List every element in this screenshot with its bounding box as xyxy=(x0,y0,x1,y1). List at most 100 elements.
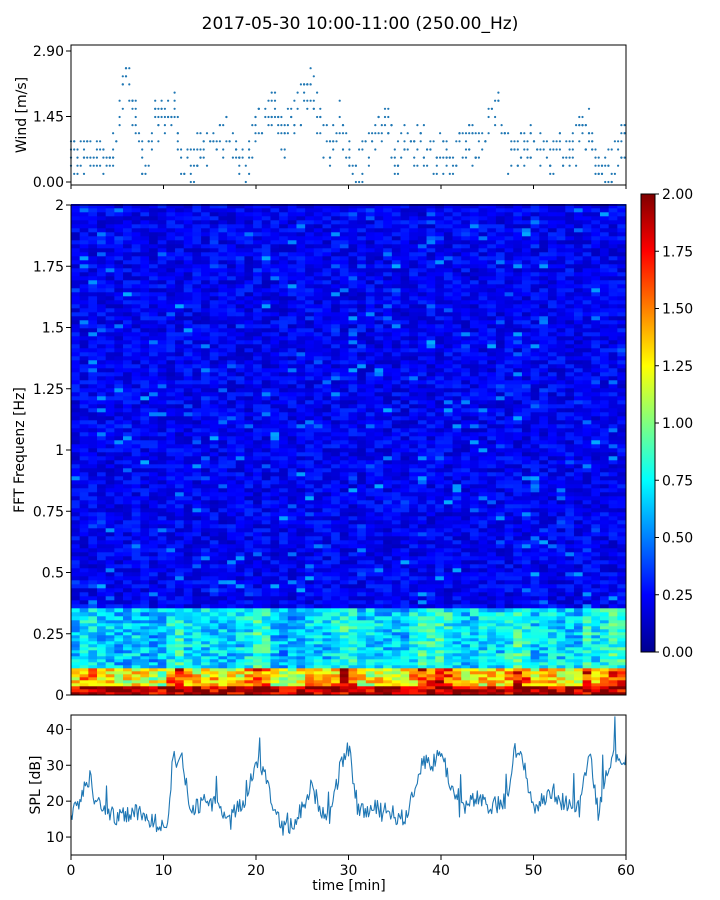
spectrogram-cell xyxy=(79,641,89,645)
spectrogram-cell xyxy=(253,392,263,397)
spectrogram-cell xyxy=(253,600,263,605)
spectrogram-cell xyxy=(131,384,141,389)
spectrogram-cell xyxy=(244,264,254,269)
spectrogram-cell xyxy=(157,623,167,627)
spectrogram-cell xyxy=(227,572,237,577)
spectrogram-cell xyxy=(261,316,271,321)
spectrogram-cell xyxy=(279,576,289,581)
spectrogram-cell xyxy=(175,412,185,417)
spectrogram-cell xyxy=(183,356,193,361)
spectrogram-cell xyxy=(253,384,263,389)
spectrogram-cell xyxy=(157,268,167,273)
spectrogram-cell xyxy=(253,284,263,289)
wind-point xyxy=(403,148,406,151)
spectrogram-cell xyxy=(244,644,254,648)
spectrogram-cell xyxy=(183,680,193,684)
spectrogram-cell xyxy=(339,544,349,549)
spectrogram-cell xyxy=(331,248,341,253)
spectrogram-cell xyxy=(313,340,323,345)
spectrogram-cell xyxy=(357,480,367,485)
spectrogram-cell xyxy=(166,336,176,341)
spectrogram-cell xyxy=(105,635,115,639)
spectrogram-cell xyxy=(140,680,150,684)
spectrogram-cell xyxy=(140,576,150,581)
spectrogram-cell xyxy=(149,456,159,461)
spectrogram-cell xyxy=(296,348,306,353)
spectrogram-cell xyxy=(279,220,289,225)
spectrogram-cell xyxy=(235,456,245,461)
spectrogram-cell xyxy=(253,540,263,545)
spectrogram-cell xyxy=(261,644,271,648)
spectrogram-cell xyxy=(227,564,237,569)
spectrogram-cell xyxy=(261,623,271,627)
spectrogram-cell xyxy=(71,653,81,657)
spectrogram-cell xyxy=(331,228,341,233)
spectrogram-cell xyxy=(71,674,81,678)
spectrogram-cell xyxy=(357,424,367,429)
spectrogram-cell xyxy=(209,608,219,613)
spectrogram-cell xyxy=(192,304,202,309)
spectrogram-cell xyxy=(131,468,141,473)
spectrogram-cell xyxy=(192,272,202,277)
spectrogram-cell xyxy=(97,316,107,321)
spectrogram-cell xyxy=(322,328,332,333)
wind-point xyxy=(607,164,610,167)
spectrogram-cell xyxy=(79,240,89,245)
spectrogram-cell xyxy=(140,336,150,341)
spectrogram-cell xyxy=(88,384,98,389)
spectrogram-cell xyxy=(218,240,228,245)
spectrogram-cell xyxy=(331,432,341,437)
spectrogram-cell xyxy=(331,552,341,557)
spectrogram-cell xyxy=(201,674,211,678)
wind-point xyxy=(455,164,458,167)
wind-point xyxy=(202,156,205,159)
spectrogram-cell xyxy=(218,608,228,613)
spectrogram-cell xyxy=(105,680,115,684)
spectrogram-cell xyxy=(339,480,349,485)
spectrogram-cell xyxy=(279,635,289,639)
spectrogram-cell xyxy=(357,647,367,651)
spectrogram-cell xyxy=(201,436,211,441)
spectrogram-cell xyxy=(105,500,115,505)
spectrogram-cell xyxy=(88,556,98,561)
wind-point xyxy=(455,140,458,143)
spectrogram-cell xyxy=(131,280,141,285)
spectrogram-cell xyxy=(105,288,115,293)
spectrogram-cell xyxy=(123,272,133,277)
spectrogram-cell xyxy=(261,540,271,545)
spectrogram-cell xyxy=(175,592,185,597)
spectrogram-cell xyxy=(227,492,237,497)
spectrogram-cell xyxy=(175,384,185,389)
spectrogram-cell xyxy=(227,408,237,413)
spectrogram-cell xyxy=(218,641,228,645)
spectrogram-cell xyxy=(322,629,332,633)
spectrogram-cell xyxy=(201,280,211,285)
spectrogram-cell xyxy=(218,288,228,293)
spectrogram-cell xyxy=(149,320,159,325)
spectrogram-cell xyxy=(97,504,107,509)
spectrogram-cell xyxy=(331,556,341,561)
spectrogram-cell xyxy=(192,671,202,675)
spectrogram-cell xyxy=(261,492,271,497)
spectrogram-cell xyxy=(192,440,202,445)
wind-point xyxy=(170,124,173,127)
spectrogram-cell xyxy=(296,528,306,533)
spectrogram-cell xyxy=(253,316,263,321)
spectrogram-cell xyxy=(149,460,159,465)
spectrogram-cell xyxy=(357,671,367,675)
spectrogram-cell xyxy=(183,492,193,497)
spectrogram-cell xyxy=(305,364,315,369)
spectrogram-cell xyxy=(313,580,323,585)
spectrogram-cell xyxy=(209,476,219,481)
spectrogram-cell xyxy=(357,496,367,501)
wind-point xyxy=(354,164,357,167)
spectrogram-cell xyxy=(149,432,159,437)
spectrogram-cell xyxy=(244,212,254,217)
spectrogram-cell xyxy=(149,448,159,453)
spectrogram-cell xyxy=(218,644,228,648)
spectrogram-cell xyxy=(218,440,228,445)
wind-point xyxy=(442,156,445,159)
spectrogram-cell xyxy=(235,692,245,696)
wind-point xyxy=(581,115,584,119)
spectrogram-cell xyxy=(279,272,289,277)
